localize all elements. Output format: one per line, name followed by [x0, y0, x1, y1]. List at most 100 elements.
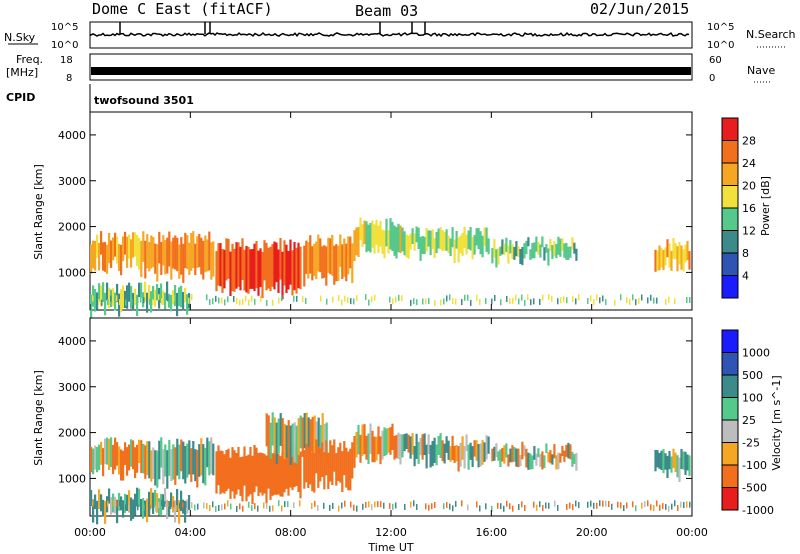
echo-cell-5 [449, 238, 452, 257]
echo-cell-2 [299, 246, 302, 290]
echo-speckle [242, 298, 244, 305]
echo-cell-9 [100, 494, 103, 512]
echo-speckle [323, 502, 325, 509]
echo-cell-4 [365, 221, 368, 253]
echo-cell-7 [549, 450, 552, 464]
echo-cell-4 [321, 442, 324, 477]
echo-speckle [524, 299, 526, 306]
echo-cell-3 [269, 422, 272, 459]
echo-speckle [518, 298, 520, 305]
echo-cell-2 [235, 242, 238, 289]
echo-cell-4 [303, 449, 306, 489]
echo-cell-5 [441, 230, 444, 252]
echo-speckle [248, 299, 250, 306]
echo-speckle [476, 501, 478, 508]
echo-cell-5 [463, 226, 466, 249]
echo-cell-0 [102, 448, 105, 477]
echo-cell-7 [507, 454, 510, 467]
echo-cell-2 [233, 450, 236, 499]
echo-cell-4 [351, 442, 354, 479]
echo-speckle [410, 501, 412, 508]
echo-speckle [509, 503, 511, 510]
echo-speckle [413, 500, 415, 507]
echo-cell-7 [668, 243, 671, 268]
echo-cell-6 [423, 433, 426, 456]
echo-cell-8 [124, 290, 127, 308]
nsky-trace [90, 22, 690, 38]
echo-cell-9 [174, 500, 177, 523]
echo-cell-0 [136, 235, 139, 266]
echo-cell-7 [493, 446, 496, 461]
echo-cell-1 [144, 240, 147, 279]
echo-speckle [161, 298, 163, 305]
echo-cell-6 [451, 435, 454, 461]
echo-speckle [605, 299, 607, 306]
echo-speckle [266, 299, 268, 306]
echo-cell-6 [551, 245, 554, 260]
echo-speckle [209, 504, 211, 511]
echo-cell-3 [303, 245, 306, 287]
echo-speckle [665, 298, 667, 305]
y-tick-label: 3000 [58, 381, 86, 394]
echo-speckle [572, 504, 574, 511]
echo-speckle [521, 294, 523, 301]
echo-cell-2 [289, 448, 292, 488]
echo-cell-6 [435, 444, 438, 466]
x-tick-label: 04:00 [174, 526, 206, 539]
echo-speckle [611, 503, 613, 510]
echo-cell-9 [170, 492, 173, 507]
echo-cell-8 [174, 285, 177, 306]
echo-speckle [311, 502, 313, 509]
echo-cell-9 [178, 500, 181, 524]
echo-speckle [107, 298, 109, 305]
echo-speckle [416, 504, 418, 511]
colorbar-tick-label: 28 [742, 135, 756, 148]
echo-cell-1 [208, 231, 211, 271]
echo-cell-5 [439, 227, 442, 250]
y-tick-label: 3000 [58, 175, 86, 188]
echo-cell-1 [194, 449, 197, 482]
echo-speckle [212, 501, 214, 508]
echo-speckle [296, 295, 298, 302]
echo-cell-6 [503, 243, 506, 256]
echo-speckle [590, 295, 592, 302]
echo-cell-5 [427, 230, 430, 247]
freq-label: Freq. [16, 53, 43, 66]
echo-cell-4 [379, 221, 382, 247]
echo-cell-8 [112, 288, 115, 306]
echo-cell-2 [267, 445, 270, 489]
echo-cell-6 [561, 238, 564, 251]
echo-cell-5 [371, 430, 374, 463]
echo-speckle [278, 500, 280, 507]
echo-cell-8 [90, 294, 93, 318]
echo-speckle [302, 296, 304, 303]
echo-cell-1 [212, 443, 215, 476]
echo-cell-5 [457, 237, 460, 263]
echo-cell-4 [319, 448, 322, 482]
nsky-label: N.Sky [4, 31, 36, 44]
echo-speckle [176, 299, 178, 306]
echo-cell-2 [291, 446, 294, 491]
echo-cell-3 [319, 238, 322, 273]
echo-cell-2 [269, 452, 272, 500]
echo-cell-1 [156, 244, 159, 282]
echo-cell-2 [263, 240, 266, 281]
echo-cell-6 [501, 239, 504, 255]
echo-speckle [554, 500, 556, 507]
echo-cell-4 [389, 218, 392, 250]
echo-cell-0 [134, 232, 137, 257]
echo-cell-6 [521, 247, 524, 266]
echo-speckle [632, 294, 634, 301]
echo-speckle [272, 505, 274, 512]
echo-cell-1 [154, 243, 157, 274]
echo-cell-2 [297, 447, 300, 492]
echo-speckle [569, 502, 571, 509]
colorbar-tick-label: 100 [742, 392, 763, 405]
echo-cell-8 [680, 449, 683, 469]
colorbar-tick-label: 20 [742, 180, 756, 193]
echo-cell-6 [513, 246, 516, 260]
echo-cell-5 [389, 427, 392, 455]
echo-speckle [635, 505, 637, 512]
echo-cell-1 [170, 241, 173, 280]
echo-cell-7 [535, 453, 538, 466]
